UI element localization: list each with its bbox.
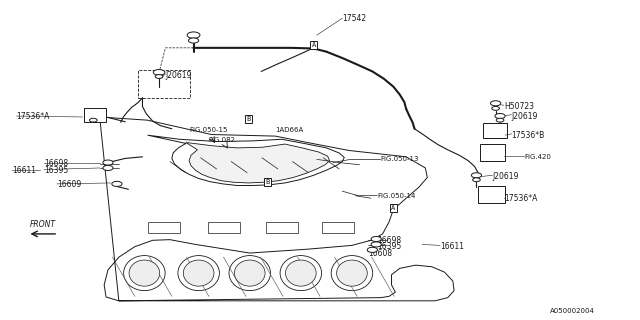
- Ellipse shape: [285, 260, 316, 286]
- Text: J20619: J20619: [492, 172, 519, 181]
- Bar: [478, 187, 505, 203]
- Circle shape: [103, 160, 113, 165]
- Text: H50723: H50723: [504, 102, 534, 111]
- Circle shape: [496, 118, 504, 122]
- Text: 17542: 17542: [342, 14, 367, 23]
- Text: FIG.050-14: FIG.050-14: [378, 193, 416, 199]
- Text: B: B: [266, 179, 269, 185]
- Ellipse shape: [178, 256, 220, 291]
- Circle shape: [371, 236, 381, 242]
- Text: A: A: [391, 205, 396, 212]
- Circle shape: [90, 118, 97, 122]
- Text: 16698: 16698: [44, 159, 68, 168]
- Text: A: A: [312, 42, 316, 48]
- Bar: [208, 222, 240, 233]
- Ellipse shape: [331, 256, 372, 291]
- Text: 17536*A: 17536*A: [17, 113, 50, 122]
- Ellipse shape: [129, 260, 160, 286]
- Circle shape: [490, 101, 500, 106]
- Text: FRONT: FRONT: [29, 220, 56, 229]
- Circle shape: [495, 114, 505, 119]
- Text: 16395: 16395: [44, 166, 68, 175]
- Text: FIG.082: FIG.082: [208, 137, 236, 143]
- Circle shape: [367, 247, 378, 252]
- Text: 16608: 16608: [368, 249, 392, 258]
- Text: A050002004: A050002004: [550, 308, 595, 314]
- Circle shape: [112, 181, 122, 187]
- Text: 16611: 16611: [440, 242, 464, 251]
- Ellipse shape: [124, 256, 165, 291]
- Text: 16395: 16395: [378, 242, 402, 251]
- Bar: [148, 222, 179, 233]
- Text: 17536*A: 17536*A: [504, 194, 538, 204]
- Bar: [479, 144, 505, 161]
- Ellipse shape: [234, 260, 265, 286]
- Bar: [84, 108, 106, 123]
- Circle shape: [154, 69, 165, 75]
- Circle shape: [472, 178, 480, 182]
- Text: 1AD66A: 1AD66A: [275, 127, 303, 133]
- Text: B: B: [246, 116, 251, 122]
- Ellipse shape: [337, 260, 367, 286]
- Text: 16609: 16609: [57, 180, 81, 189]
- Bar: [266, 222, 298, 233]
- Polygon shape: [186, 142, 330, 183]
- Bar: [322, 222, 354, 233]
- Bar: [138, 70, 190, 98]
- Text: 16611: 16611: [12, 166, 36, 175]
- Ellipse shape: [183, 260, 214, 286]
- Circle shape: [371, 242, 381, 247]
- Ellipse shape: [229, 256, 271, 291]
- Polygon shape: [100, 117, 454, 301]
- Circle shape: [471, 173, 481, 178]
- Bar: [483, 123, 507, 138]
- Text: FIG.050-15: FIG.050-15: [189, 127, 227, 133]
- Text: J20619: J20619: [511, 112, 538, 121]
- Circle shape: [187, 32, 200, 38]
- Circle shape: [492, 107, 499, 110]
- Text: J20619: J20619: [166, 71, 192, 80]
- Circle shape: [188, 38, 198, 43]
- Text: 16698: 16698: [378, 236, 402, 245]
- Ellipse shape: [280, 256, 321, 291]
- Text: FIG.420: FIG.420: [524, 155, 551, 160]
- Text: FIG.050-13: FIG.050-13: [381, 156, 419, 162]
- Circle shape: [103, 165, 113, 171]
- Circle shape: [156, 75, 163, 78]
- Text: 17536*B: 17536*B: [511, 131, 545, 140]
